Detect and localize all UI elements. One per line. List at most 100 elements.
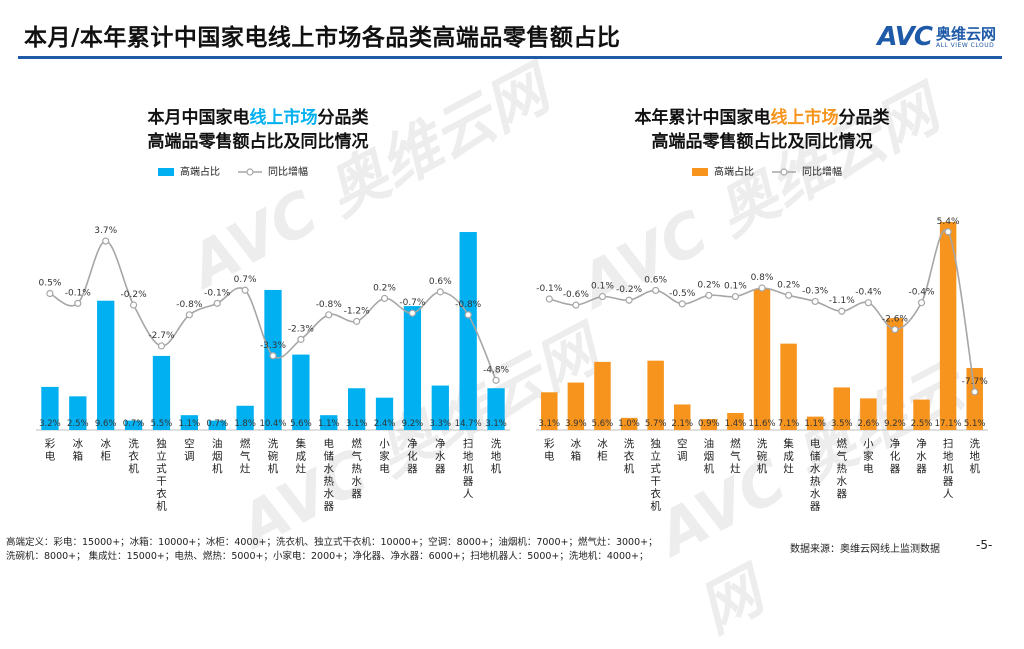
category-label: 净 — [916, 437, 927, 450]
line-point — [731, 292, 740, 301]
category-label: 化 — [407, 450, 418, 463]
category-label: 衣 — [650, 487, 661, 500]
bar-value-label: 1.1% — [804, 419, 826, 429]
category-label: 净 — [407, 437, 418, 450]
category-label: 集 — [296, 437, 307, 450]
category-label: 空 — [184, 437, 195, 450]
category-label: 气 — [837, 450, 848, 463]
category-label: 水 — [837, 476, 848, 488]
category-label: 器 — [463, 476, 474, 488]
category-label: 洗 — [969, 438, 980, 450]
bar-value-label: 17.1% — [935, 419, 962, 429]
line-value-label: -1.2% — [344, 306, 371, 316]
line-point — [917, 299, 926, 307]
category-label: 水 — [810, 463, 821, 475]
line-value-label: -0.1% — [536, 284, 563, 294]
category-label: 器 — [324, 501, 335, 513]
footnote: 高端定义：彩电：15000+；冰箱：10000+；冰柜：4000+；洗衣机、独立… — [6, 536, 706, 564]
line-point — [944, 228, 952, 236]
category-label: 水 — [324, 488, 335, 500]
line-value-label: -0.1% — [65, 288, 92, 298]
line-point — [353, 317, 361, 325]
category-label: 立 — [156, 450, 167, 463]
line-point — [864, 299, 872, 307]
line-point — [213, 299, 221, 307]
bar-value-label: 5.5% — [151, 419, 173, 429]
bar — [431, 385, 449, 430]
category-label: 地 — [943, 450, 954, 463]
category-label: 器 — [837, 488, 848, 500]
category-label: 干 — [156, 476, 167, 488]
bar-value-label: 2.5% — [67, 419, 89, 429]
category-label: 器 — [351, 488, 362, 500]
bar-value-label: 2.6% — [858, 419, 880, 429]
legend-bar-label: 高端占比 — [714, 165, 754, 178]
line-value-label: 0.1% — [591, 282, 614, 292]
line-value-label: -1.1% — [829, 296, 856, 306]
category-label: 电 — [544, 450, 555, 463]
bar — [966, 367, 983, 430]
category-label: 器 — [916, 463, 927, 475]
bar-value-label: 9.2% — [402, 419, 424, 429]
logo-en: ALL VIEW CLOUD — [935, 41, 995, 49]
line-point — [269, 352, 277, 360]
category-label: 烟 — [704, 450, 715, 463]
category-label: 灶 — [783, 462, 794, 475]
category-label: 电 — [379, 462, 390, 475]
line-value-label: 0.2% — [777, 280, 800, 290]
bar — [780, 343, 797, 430]
line-value-label: -0.2% — [121, 290, 148, 300]
category-label: 器 — [810, 501, 821, 513]
category-label: 油 — [212, 437, 223, 450]
category-label: 机 — [268, 462, 279, 475]
category-label: 人 — [463, 488, 474, 500]
category-label: 家 — [379, 450, 390, 463]
line-value-label: 3.7% — [94, 226, 117, 236]
legend-bar-label: 高端占比 — [180, 165, 220, 178]
category-label: 燃 — [351, 437, 362, 450]
line-value-label: -4.8% — [483, 365, 510, 375]
bar-value-label: 3.1% — [538, 419, 560, 429]
line-value-label: 0.2% — [373, 283, 396, 293]
bar-value-label: 2.5% — [911, 419, 933, 429]
line-value-label: -0.4% — [855, 288, 882, 298]
line-point — [784, 291, 793, 299]
category-label: 热 — [351, 462, 362, 475]
logo-mark: AVC — [877, 22, 933, 52]
bar — [152, 355, 171, 430]
bar — [647, 360, 664, 430]
bar — [673, 404, 691, 430]
category-label: 器 — [890, 463, 901, 475]
footnote-line2: 洗碗机：8000+； 集成灶：15000+；电热、燃热：5000+；小家电：20… — [6, 551, 649, 562]
bar-value-label: 7.1% — [778, 419, 800, 429]
category-label: 干 — [650, 476, 661, 488]
category-label: 独 — [156, 437, 167, 450]
category-label: 水 — [435, 451, 446, 463]
line-point — [891, 325, 899, 334]
category-label: 洗 — [268, 438, 279, 450]
category-label: 式 — [650, 462, 661, 475]
category-label: 气 — [240, 450, 251, 463]
bar-value-label: 14.7% — [455, 419, 482, 429]
bar-value-label: 3.9% — [565, 419, 587, 429]
category-label: 成 — [296, 451, 307, 463]
category-label: 小 — [379, 438, 390, 450]
bar-value-label: 11.6% — [748, 419, 775, 429]
category-label: 油 — [704, 437, 715, 450]
bar — [541, 392, 558, 430]
category-label: 立 — [650, 450, 661, 463]
legend-bar-swatch — [158, 168, 174, 176]
bar-value-label: 5.6% — [592, 419, 614, 429]
category-label: 箱 — [571, 450, 582, 463]
category-label: 扫 — [463, 437, 474, 450]
bar — [727, 412, 744, 430]
line-point — [157, 342, 166, 350]
category-label: 空 — [677, 437, 688, 450]
line-value-label: -3.3% — [260, 341, 287, 351]
line-point — [436, 288, 444, 296]
category-label: 热 — [837, 462, 848, 475]
line-point — [102, 237, 110, 245]
category-label: 水 — [324, 463, 335, 475]
bar — [753, 288, 771, 430]
line-value-label: -0.6% — [563, 290, 590, 300]
